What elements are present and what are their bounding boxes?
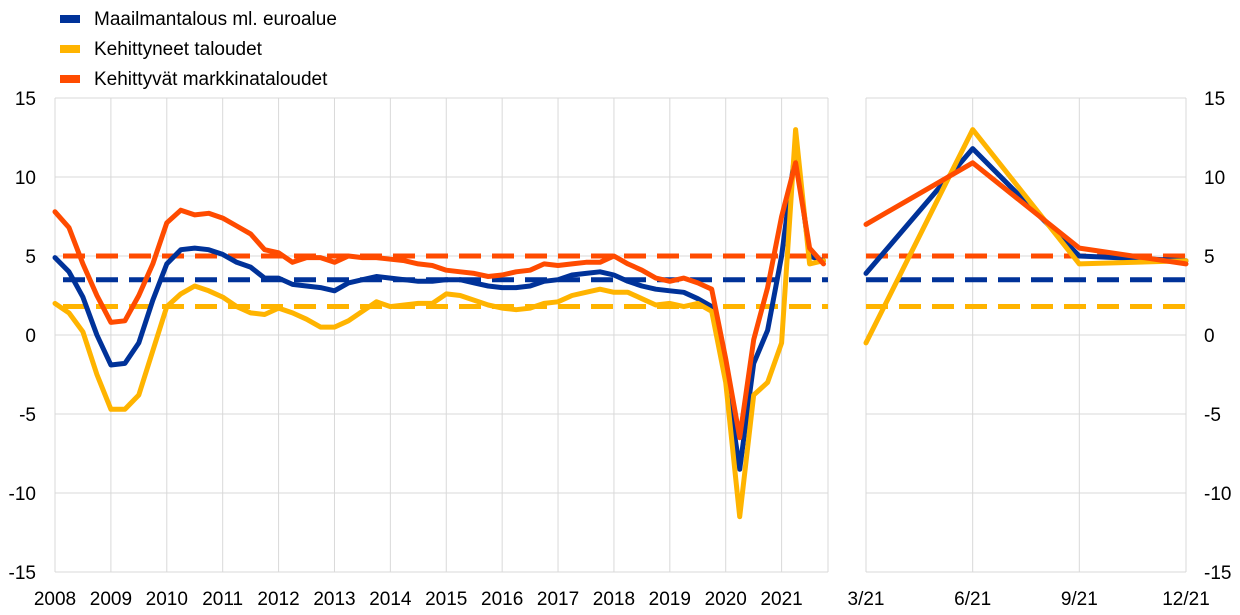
legend-label-emerging: Kehittyvät markkinataloudet <box>94 68 328 90</box>
x-tick-label-left: 2009 <box>90 589 132 610</box>
legend-swatch-emerging <box>60 75 80 83</box>
x-tick-label-left: 2018 <box>593 589 635 610</box>
x-tick-label-left: 2020 <box>705 589 747 610</box>
legend-item-emerging: Kehittyvät markkinataloudet <box>60 64 337 94</box>
x-tick-label-left: 2015 <box>425 589 467 610</box>
series-line-left <box>52 127 826 520</box>
x-tick-label-left: 2013 <box>313 589 355 610</box>
x-tick-label-left: 2017 <box>537 589 579 610</box>
y-tick-label-left: 10 <box>15 168 36 189</box>
legend-label-advanced: Kehittyneet taloudet <box>94 38 262 60</box>
y-tick-label-left: 5 <box>25 247 36 268</box>
y-tick-label-right: 5 <box>1204 247 1215 268</box>
y-tick-label-left: -15 <box>9 563 36 584</box>
y-tick-label-left: -10 <box>9 484 36 505</box>
legend-swatch-world <box>60 15 80 23</box>
legend-label-world: Maailmantalous ml. euroalue <box>94 8 337 30</box>
y-tick-label-right: -5 <box>1204 405 1221 426</box>
y-tick-label-right: 10 <box>1204 168 1225 189</box>
series-line-left <box>52 160 826 441</box>
series-line-right <box>863 160 1189 267</box>
y-tick-label-left: -5 <box>19 405 36 426</box>
x-tick-label-left: 2019 <box>649 589 691 610</box>
y-tick-label-left: 0 <box>25 326 36 347</box>
legend: Maailmantalous ml. euroalue Kehittyneet … <box>60 4 337 94</box>
x-tick-label-left: 2014 <box>369 589 412 610</box>
x-tick-label-left: 2010 <box>146 589 188 610</box>
y-tick-label-right: -15 <box>1204 563 1231 584</box>
series-line-left <box>52 146 826 472</box>
y-tick-label-left: 15 <box>15 89 36 110</box>
x-tick-label-right: 3/21 <box>848 589 885 610</box>
x-tick-label-right: 12/21 <box>1162 589 1210 610</box>
x-tick-label-right: 9/21 <box>1061 589 1098 610</box>
y-tick-label-right: 0 <box>1204 326 1215 347</box>
x-tick-label-left: 2016 <box>481 589 523 610</box>
y-tick-label-right: -10 <box>1204 484 1231 505</box>
x-tick-label-left: 2011 <box>202 589 243 610</box>
series-line-right <box>863 127 1189 346</box>
legend-swatch-advanced <box>60 45 80 53</box>
legend-item-advanced: Kehittyneet taloudet <box>60 34 337 64</box>
x-tick-label-right: 6/21 <box>954 589 991 610</box>
x-tick-label-left: 2012 <box>257 589 299 610</box>
legend-item-world: Maailmantalous ml. euroalue <box>60 4 337 34</box>
x-tick-label-left: 2021 <box>760 589 802 610</box>
x-tick-label-left: 2008 <box>34 589 76 610</box>
y-tick-label-right: 15 <box>1204 89 1225 110</box>
